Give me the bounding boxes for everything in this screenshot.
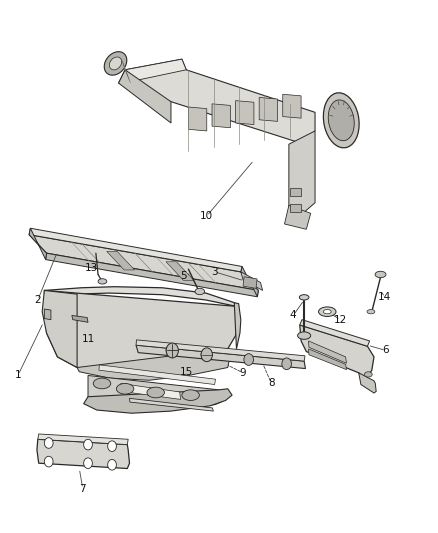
Text: 9: 9 [240,368,246,378]
Ellipse shape [297,332,311,340]
Text: 15: 15 [180,367,193,377]
Circle shape [166,343,178,358]
Bar [290,188,300,196]
Ellipse shape [364,372,372,377]
Ellipse shape [98,279,107,284]
Polygon shape [300,320,370,346]
Text: 10: 10 [200,211,213,221]
Ellipse shape [117,383,134,394]
Ellipse shape [375,271,386,278]
Text: 5: 5 [180,271,187,280]
Polygon shape [29,228,242,272]
Polygon shape [29,235,258,290]
Circle shape [166,345,176,357]
Polygon shape [44,287,237,306]
Polygon shape [234,303,241,349]
Polygon shape [84,389,232,413]
Circle shape [244,354,254,366]
Bar [243,277,257,288]
Circle shape [108,441,117,451]
Polygon shape [125,59,186,80]
Polygon shape [136,345,305,368]
Ellipse shape [323,93,359,148]
Polygon shape [300,325,374,381]
Ellipse shape [93,378,111,389]
Polygon shape [44,309,51,320]
Circle shape [282,358,291,369]
Polygon shape [166,262,194,280]
Bar [290,204,300,212]
Polygon shape [285,205,311,229]
Polygon shape [241,266,258,297]
Ellipse shape [367,310,375,314]
Ellipse shape [328,100,354,141]
Circle shape [84,458,92,469]
Text: 14: 14 [378,292,392,302]
Polygon shape [188,107,207,131]
Polygon shape [119,59,315,144]
Polygon shape [121,383,180,399]
Polygon shape [241,272,263,290]
Polygon shape [107,252,134,270]
Ellipse shape [104,52,127,75]
Polygon shape [308,341,346,364]
Text: 8: 8 [268,378,275,389]
Circle shape [201,348,212,362]
Ellipse shape [110,57,122,70]
Text: 13: 13 [85,263,98,273]
Polygon shape [29,228,46,260]
Polygon shape [236,101,254,125]
Ellipse shape [318,307,336,317]
Ellipse shape [182,390,199,400]
Polygon shape [88,375,221,407]
Polygon shape [359,373,376,393]
Text: 3: 3 [211,267,218,277]
Text: 12: 12 [334,314,347,325]
Polygon shape [44,290,239,375]
Ellipse shape [323,310,331,314]
Ellipse shape [299,295,309,300]
Ellipse shape [195,288,205,295]
Ellipse shape [147,387,164,398]
Circle shape [44,438,53,448]
Circle shape [108,459,117,470]
Text: 1: 1 [15,370,21,380]
Polygon shape [42,290,77,368]
Polygon shape [130,398,213,411]
Circle shape [201,349,211,361]
Polygon shape [37,439,130,469]
Text: 4: 4 [290,310,297,320]
Text: 7: 7 [79,484,86,494]
Polygon shape [212,104,230,128]
Polygon shape [289,131,315,216]
Polygon shape [99,365,215,384]
Polygon shape [136,340,305,361]
Polygon shape [72,316,88,322]
Polygon shape [119,70,171,123]
Text: 11: 11 [81,334,95,344]
Text: 2: 2 [35,295,41,305]
Polygon shape [308,349,346,369]
Text: 6: 6 [382,345,389,356]
Polygon shape [259,98,278,122]
Polygon shape [38,434,128,445]
Circle shape [84,439,92,450]
Circle shape [44,456,53,467]
Polygon shape [283,94,301,118]
Polygon shape [46,253,258,297]
Polygon shape [77,349,230,380]
